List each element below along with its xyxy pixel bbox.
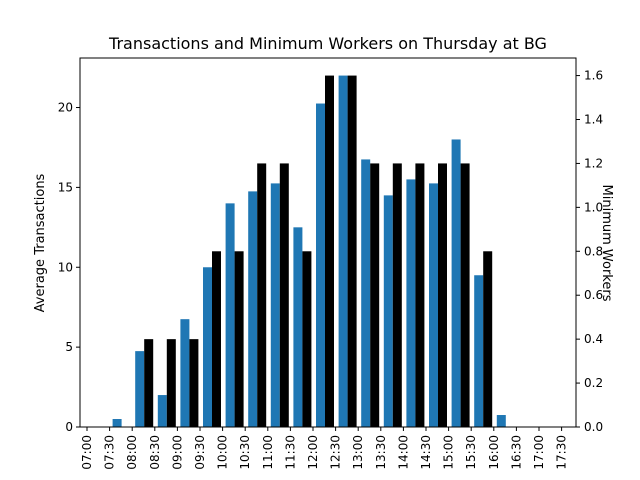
- x-tick-label: 16:30: [509, 435, 523, 470]
- workers-bar: [212, 251, 221, 427]
- workers-bar: [392, 163, 402, 427]
- x-tick-label: 11:30: [283, 435, 297, 470]
- transactions-bar: [316, 103, 325, 427]
- y-right-tick-label: 1.0: [584, 200, 603, 214]
- transactions-bar: [270, 183, 280, 427]
- y-axis-right-label: Minimum Workers: [599, 185, 614, 302]
- y-left-tick-label: 15: [58, 180, 73, 194]
- x-tick-label: 16:00: [487, 435, 501, 470]
- x-tick-label: 14:00: [396, 435, 410, 470]
- y-right-tick-label: 1.6: [584, 69, 603, 83]
- x-tick-label: 10:30: [238, 435, 252, 470]
- x-tick-label: 09:00: [170, 435, 184, 470]
- transactions-bar: [135, 351, 145, 427]
- x-tick-label: 17:00: [532, 435, 546, 470]
- workers-bar: [166, 339, 176, 427]
- x-tick-label: 12:00: [306, 435, 320, 470]
- transactions-bar: [383, 195, 393, 427]
- workers-bar: [370, 163, 380, 427]
- x-tick-label: 10:00: [216, 435, 230, 470]
- workers-bar: [279, 163, 289, 427]
- transactions-bar: [406, 179, 416, 427]
- plot-area: 0 5 10 15 20 0.0 0.2 0.4 0.6 0.8 1.0 1.2 1.4 1.6 07:00…: [58, 57, 603, 470]
- transactions-bar: [157, 395, 167, 427]
- y-right-tick-label: 0.0: [584, 420, 603, 434]
- workers-bar: [483, 251, 493, 427]
- x-tick-label: 13:00: [351, 435, 365, 470]
- transactions-bar: [203, 267, 212, 427]
- x-tick-label: 17:30: [555, 435, 569, 470]
- x-tick-label: 08:00: [125, 435, 139, 470]
- transactions-bar: [225, 203, 235, 427]
- workers-bar: [144, 339, 154, 427]
- transactions-bar: [248, 191, 258, 427]
- transactions-bar: [451, 139, 461, 427]
- chart-title: Transactions and Minimum Workers on Thur…: [108, 34, 547, 53]
- y-left-tick-label: 20: [58, 101, 73, 115]
- y-right-tick-label: 1.2: [584, 156, 603, 170]
- workers-bar: [325, 75, 334, 428]
- transactions-bar: [474, 275, 484, 427]
- y-axis-left-label: Average Transactions: [33, 173, 48, 312]
- workers-bar: [415, 163, 425, 427]
- y-right-tick-label: 1.4: [584, 113, 603, 127]
- transactions-bar: [293, 227, 303, 427]
- x-tick-label: 07:30: [103, 435, 117, 470]
- y-right-tick-label: 0.4: [584, 332, 603, 346]
- workers-bar: [234, 251, 244, 427]
- x-tick-label: 13:30: [374, 435, 388, 470]
- transactions-bar: [338, 75, 348, 428]
- x-tick-label: 12:30: [329, 435, 343, 470]
- y-right-tick-label: 0.8: [584, 244, 603, 258]
- transactions-bar: [429, 183, 438, 427]
- x-tick-label: 14:30: [419, 435, 433, 470]
- x-tick-label: 07:00: [80, 435, 94, 470]
- x-tick-label: 15:30: [464, 435, 478, 470]
- y-right-tick-label: 0.6: [584, 288, 603, 302]
- workers-bar: [438, 163, 447, 427]
- transactions-bar: [496, 415, 506, 427]
- x-tick-label: 09:30: [193, 435, 207, 470]
- workers-bar: [189, 339, 199, 427]
- x-tick-label: 11:00: [261, 435, 275, 470]
- workers-bar: [460, 163, 470, 427]
- y-right-tick-label: 0.2: [584, 376, 603, 390]
- plot-frame: [79, 57, 577, 428]
- workers-bar: [302, 251, 312, 427]
- y-left-tick-label: 5: [65, 340, 73, 354]
- workers-bar: [257, 163, 267, 427]
- y-left-tick-label: 10: [58, 260, 73, 274]
- transactions-bar: [180, 319, 190, 427]
- x-tick-label: 08:30: [148, 435, 162, 470]
- transactions-bar: [112, 419, 122, 427]
- x-tick-label: 15:00: [442, 435, 456, 470]
- transactions-bar: [361, 159, 371, 427]
- y-left-tick-label: 0: [65, 420, 73, 434]
- workers-bar: [347, 75, 357, 428]
